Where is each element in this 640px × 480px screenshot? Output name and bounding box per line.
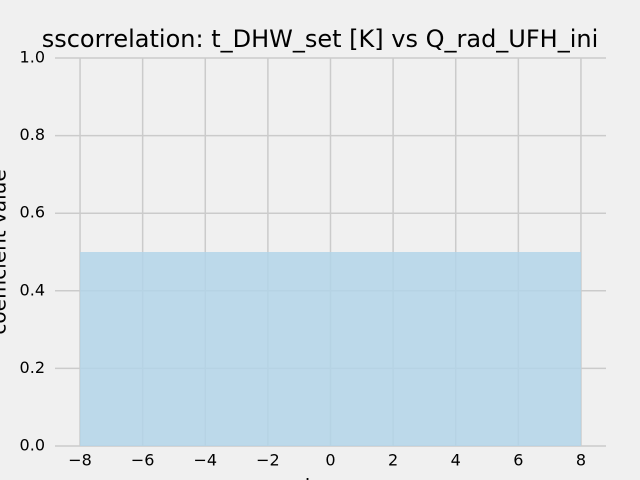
area [80,252,581,446]
y-tick-label: 0.2 [20,358,45,377]
x-tick-label: −6 [131,451,155,470]
y-tick-label: 0.0 [20,436,45,455]
chart-title: sscorrelation: t_DHW_set [K] vs Q_rad_UF… [42,25,599,53]
x-tick-label: −2 [256,451,280,470]
x-tick-label: 6 [513,451,523,470]
x-tick-label: −8 [68,451,92,470]
x-axis-label: lag [305,475,336,480]
y-axis-label: coefficient value [0,169,11,334]
y-tick-label: 1.0 [20,48,45,67]
x-tick-label: 2 [388,451,398,470]
x-tick-label: 4 [451,451,461,470]
y-tick-label: 0.8 [20,125,45,144]
x-tick-label: 0 [325,451,335,470]
x-tick-label: −4 [193,451,217,470]
x-tick-label: 8 [576,451,586,470]
y-tick-label: 0.4 [20,280,45,299]
y-tick-label: 0.6 [20,203,45,222]
